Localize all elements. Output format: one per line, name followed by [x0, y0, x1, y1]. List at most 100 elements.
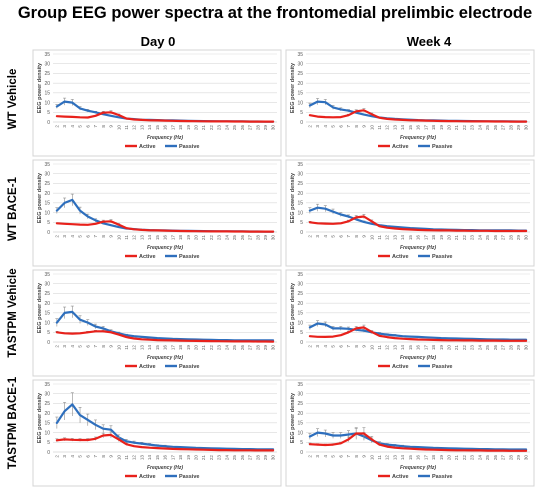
x-tick-label: 17 [423, 345, 428, 351]
x-tick-label: 20 [193, 235, 198, 241]
x-tick-label: 14 [147, 345, 152, 351]
x-tick-label: 16 [416, 235, 421, 241]
legend-label-active: Active [392, 254, 409, 260]
x-tick-label: 24 [477, 235, 482, 241]
x-tick-label: 7 [93, 235, 98, 238]
series-line-active [55, 330, 275, 343]
x-tick-label: 30 [524, 455, 529, 461]
x-tick-label: 10 [369, 345, 374, 351]
panel-border [32, 379, 282, 487]
x-tick-label: 28 [508, 455, 513, 461]
x-tick-label: 13 [392, 235, 397, 241]
x-tick-label: 21 [454, 125, 459, 131]
y-axis-label: EEG power density [37, 392, 43, 443]
x-tick-label: 25 [485, 455, 490, 461]
x-tick-label: 14 [400, 125, 405, 131]
y-tick-label: 10 [297, 430, 303, 436]
x-tick-label: 17 [170, 125, 175, 131]
x-tick-label: 20 [193, 125, 198, 131]
y-tick-label: 15 [297, 201, 303, 207]
x-tick-label: 25 [485, 125, 490, 131]
x-tick-label: 15 [408, 345, 413, 351]
legend-label-passive: Passive [432, 474, 453, 480]
x-axis-label: Frequency (Hz) [147, 355, 183, 361]
x-tick-label: 8 [354, 235, 359, 238]
y-tick-label: 5 [300, 330, 303, 336]
x-tick-label: 21 [201, 455, 206, 461]
x-tick-label: 11 [124, 125, 129, 130]
x-tick-label: 12 [132, 345, 137, 351]
x-tick-label: 4 [323, 455, 328, 458]
x-tick-label: 6 [338, 345, 343, 348]
x-tick-label: 7 [93, 125, 98, 128]
x-tick-label: 9 [362, 345, 367, 348]
x-tick-label: 23 [217, 235, 222, 241]
y-tick-label: 30 [297, 282, 303, 288]
x-tick-label: 28 [255, 345, 260, 351]
x-tick-label: 22 [462, 455, 467, 461]
y-tick-label: 0 [300, 230, 303, 236]
x-tick-label: 2 [54, 455, 59, 458]
x-tick-label: 25 [232, 235, 237, 241]
x-tick-label: 28 [508, 235, 513, 241]
panel-border [32, 159, 282, 267]
series-line-passive [55, 310, 275, 342]
x-tick-label: 12 [132, 455, 137, 461]
y-tick-label: 5 [300, 440, 303, 446]
x-tick-label: 2 [54, 235, 59, 238]
y-tick-label: 35 [44, 162, 50, 168]
x-tick-label: 30 [271, 345, 276, 351]
x-tick-label: 15 [408, 235, 413, 241]
x-tick-label: 14 [400, 235, 405, 241]
x-tick-label: 22 [209, 125, 214, 131]
x-tick-label: 3 [315, 345, 320, 348]
legend-label-passive: Passive [432, 254, 453, 260]
x-tick-label: 18 [431, 455, 436, 461]
x-tick-label: 26 [493, 235, 498, 241]
x-tick-label: 16 [416, 125, 421, 131]
column-header-week4: Week 4 [406, 34, 452, 49]
y-tick-label: 25 [297, 71, 303, 77]
x-tick-label: 3 [62, 125, 67, 128]
legend-label-passive: Passive [432, 364, 453, 370]
series-line-active [308, 326, 528, 342]
x-tick-label: 25 [485, 235, 490, 241]
y-tick-label: 5 [47, 220, 50, 226]
x-tick-label: 11 [124, 235, 129, 240]
y-tick-label: 35 [297, 272, 303, 278]
x-tick-label: 11 [377, 125, 382, 130]
x-tick-label: 8 [101, 345, 106, 348]
x-tick-label: 29 [516, 345, 521, 351]
x-tick-label: 3 [315, 125, 320, 128]
y-tick-label: 5 [47, 330, 50, 336]
x-tick-label: 30 [524, 125, 529, 131]
x-tick-label: 26 [240, 455, 245, 461]
x-tick-label: 5 [331, 345, 336, 348]
y-tick-label: 35 [44, 52, 50, 58]
x-tick-label: 21 [454, 455, 459, 461]
x-axis-label: Frequency (Hz) [400, 135, 436, 141]
y-tick-label: 15 [297, 311, 303, 317]
x-tick-label: 30 [271, 125, 276, 131]
x-tick-label: 26 [493, 345, 498, 351]
x-tick-label: 19 [439, 125, 444, 131]
x-tick-label: 6 [338, 125, 343, 128]
x-tick-label: 28 [508, 125, 513, 131]
x-tick-label: 20 [446, 235, 451, 241]
x-tick-label: 5 [78, 235, 83, 238]
x-tick-label: 3 [62, 345, 67, 348]
x-tick-label: 23 [217, 125, 222, 131]
x-tick-label: 29 [263, 345, 268, 351]
x-axis-label: Frequency (Hz) [147, 135, 183, 141]
series-line-active [308, 432, 528, 452]
x-tick-label: 20 [446, 455, 451, 461]
y-tick-label: 0 [300, 340, 303, 346]
y-tick-label: 30 [297, 392, 303, 398]
x-tick-label: 24 [477, 345, 482, 351]
x-tick-label: 21 [201, 125, 206, 131]
x-tick-label: 8 [354, 455, 359, 458]
legend-label-active: Active [139, 144, 156, 150]
x-tick-label: 18 [178, 235, 183, 241]
y-tick-label: 20 [44, 411, 50, 417]
